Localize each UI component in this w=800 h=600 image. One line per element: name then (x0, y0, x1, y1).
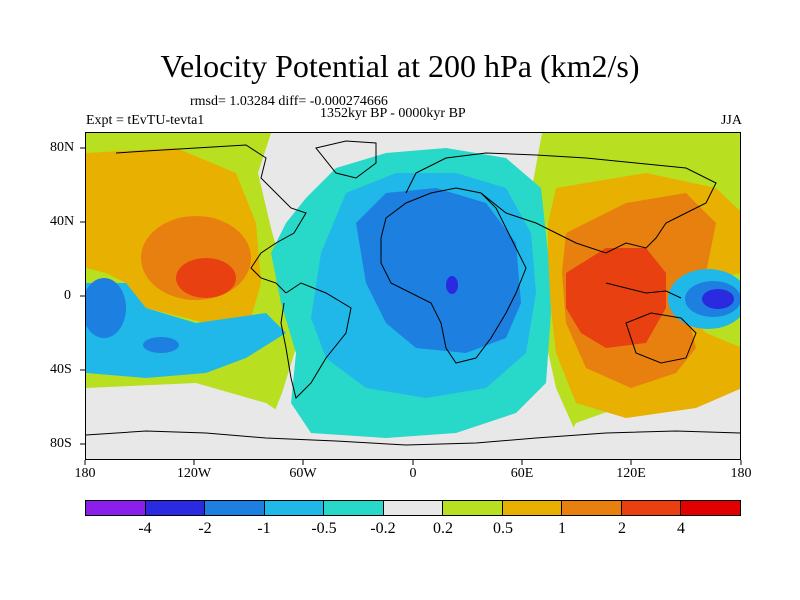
field-region (176, 258, 236, 298)
colorbar-label: -4 (138, 520, 152, 537)
field-region (566, 248, 666, 348)
coastline-north-america (115, 144, 307, 294)
colorbar-swatch (205, 501, 265, 515)
velocity-potential-field (86, 133, 740, 459)
field-region (446, 276, 458, 294)
field-region (86, 283, 286, 378)
stats-text: rmsd= 1.03284 diff= -0.000274666 (190, 94, 388, 109)
colorbar-swatch (502, 501, 563, 515)
field-region (356, 188, 521, 353)
coastline-indonesia (605, 282, 682, 299)
colorbar-label: -2 (198, 520, 212, 537)
coastlines (86, 140, 740, 446)
colorbar-label: -1 (257, 520, 271, 537)
coastline-eurasia (405, 152, 717, 254)
colorbar-swatch (443, 501, 503, 515)
colorbar-swatch (681, 501, 741, 515)
season-label: JJA (720, 113, 742, 128)
colorbar-swatch (621, 501, 682, 515)
field-region (702, 289, 734, 309)
y-axis-label-40n: 40N (50, 214, 75, 229)
colorbar-swatch (264, 501, 325, 515)
colorbar-label: 2 (618, 520, 626, 537)
x-axis-label-180e: 180 (730, 466, 752, 481)
coastline-australia (625, 312, 697, 364)
colorbar-label: 0.5 (493, 520, 513, 537)
coastline-africa (380, 187, 527, 364)
field-region (86, 278, 126, 338)
y-axis-label-0: 0 (64, 288, 71, 303)
y-axis-label-80n: 80N (50, 140, 75, 155)
y-axis-label-80s: 80S (50, 436, 72, 451)
coastline-south-america (280, 282, 352, 399)
y-axis-label-40s: 40S (50, 362, 72, 377)
x-axis-label-0: 0 (409, 466, 417, 481)
coastline-greenland (315, 140, 377, 179)
map-title: Velocity Potential at 200 hPa (km2/s) (160, 48, 640, 84)
x-axis-label-60e: 60E (510, 466, 534, 481)
x-axis-label-120e: 120E (616, 466, 646, 481)
map-panel (85, 132, 741, 460)
colorbar-swatch (324, 501, 384, 515)
colorbar-swatch (86, 501, 146, 515)
colorbar-label: -0.5 (311, 520, 337, 537)
field-region (86, 383, 296, 459)
colorbar-swatch (145, 501, 206, 515)
x-axis-label-120w: 120W (176, 466, 212, 481)
x-axis-label-60w: 60W (289, 466, 317, 481)
field-region (143, 337, 179, 353)
period-text: 1352kyr BP - 0000kyr BP (320, 106, 466, 121)
colorbar-label: 1 (558, 520, 566, 537)
experiment-label: Expt = tEvTU-tevta1 (86, 113, 205, 128)
colorbar-label: -0.2 (370, 520, 396, 537)
coastline-antarctica (86, 430, 740, 446)
colorbar-label: 0.2 (433, 520, 453, 537)
colorbar-label: 4 (677, 520, 685, 537)
x-axis-label-180w: 180 (74, 466, 96, 481)
colorbar (85, 500, 741, 516)
colorbar-swatch (383, 501, 444, 515)
colorbar-swatch (562, 501, 622, 515)
